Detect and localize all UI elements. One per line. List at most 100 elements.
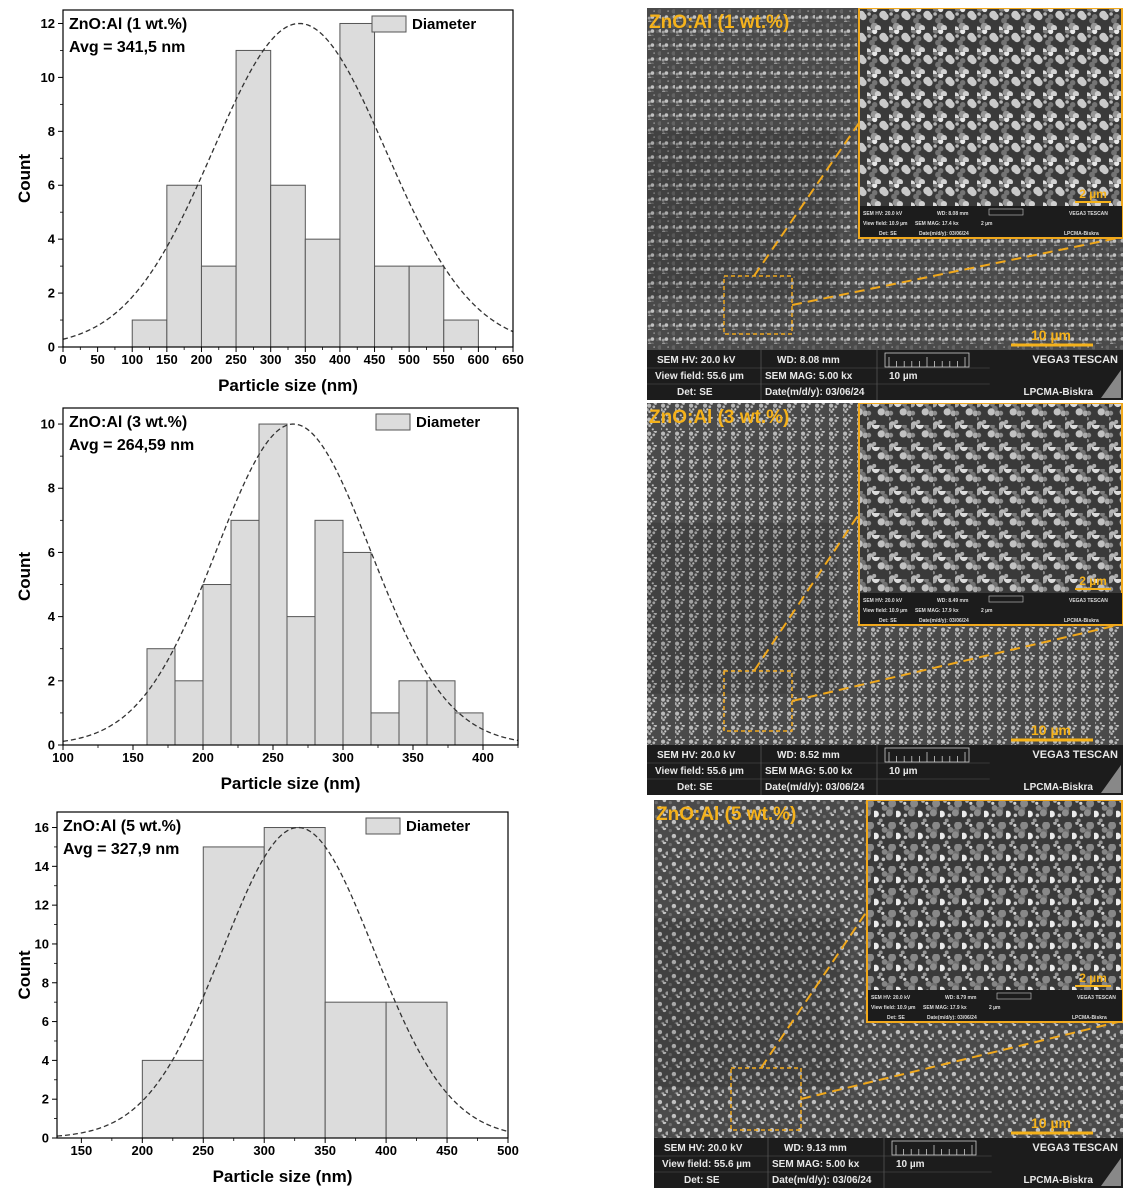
x-tick-label: 400 bbox=[472, 750, 494, 765]
sem-image-5wt: 2 µm SEM HV: 20.0 kV WD: 8.79 mm VEGA3 TESC… bbox=[654, 800, 1123, 1188]
inset-info-text: SEM HV: 20.0 kV bbox=[871, 995, 911, 1001]
x-tick-label: 0 bbox=[59, 352, 66, 367]
sample-annotation: Avg = 264,59 nm bbox=[69, 437, 194, 454]
inset-info-text: 2 µm bbox=[981, 608, 993, 614]
sem-sample-label: ZnO:Al (1 wt.%) bbox=[649, 12, 789, 33]
histogram-3wt: 100 150 200 250 300 350 400 0 2 4 6 8 10 Particle siz… bbox=[15, 407, 519, 793]
sem-info-text: View field: 55.6 µm bbox=[655, 766, 744, 777]
main-scale-label: 10 µm bbox=[1031, 1115, 1071, 1131]
y-tick-label: 10 bbox=[41, 70, 55, 85]
histogram-bar bbox=[374, 265, 410, 348]
x-tick-label: 100 bbox=[52, 750, 74, 765]
inset-info-text: 2 µm bbox=[989, 1005, 1001, 1011]
sample-annotation: Avg = 341,5 nm bbox=[69, 39, 185, 56]
histogram-bar bbox=[270, 184, 306, 348]
sem-inset-micrograph bbox=[859, 403, 1123, 593]
histogram-bar bbox=[314, 519, 344, 746]
x-tick-label: 350 bbox=[294, 352, 316, 367]
inset-scale-ruler bbox=[988, 595, 1024, 603]
x-tick-label: 150 bbox=[71, 1143, 93, 1158]
y-tick-label: 2 bbox=[48, 286, 55, 301]
sem-shade bbox=[647, 522, 838, 694]
legend-label: Diameter bbox=[416, 414, 480, 431]
main-scale-label: 10 µm bbox=[1031, 327, 1071, 343]
histogram-bar bbox=[342, 551, 372, 746]
sem-info-text: Det: SE bbox=[684, 1175, 720, 1186]
inset-info-text: Det: SE bbox=[887, 1015, 905, 1021]
y-tick-label: 6 bbox=[48, 178, 55, 193]
x-tick-label: 200 bbox=[131, 1143, 153, 1158]
inset-scale-label: 2 µm bbox=[1079, 971, 1107, 985]
sem-shade bbox=[654, 918, 842, 1088]
sem-info-text: SEM MAG: 5.00 kx bbox=[765, 371, 853, 382]
legend-swatch bbox=[371, 15, 407, 33]
inset-info-text: SEM HV: 20.0 kV bbox=[863, 598, 903, 604]
inset-info-text: VEGA3 TESCAN bbox=[1069, 211, 1108, 217]
sem-brand: VEGA3 TESCAN bbox=[1032, 749, 1118, 761]
inset-scale-label: 2 µm bbox=[1079, 574, 1107, 588]
sem-info-text: Det: SE bbox=[677, 387, 713, 398]
histogram-bar bbox=[385, 1001, 448, 1139]
inset-info-text: 2 µm bbox=[981, 221, 993, 227]
y-tick-label: 4 bbox=[48, 232, 56, 247]
y-tick-label: 14 bbox=[35, 859, 50, 874]
y-tick-label: 2 bbox=[42, 1092, 49, 1107]
tescan-logo-icon bbox=[1101, 1158, 1121, 1186]
y-tick-label: 8 bbox=[48, 124, 55, 139]
histogram-bar bbox=[202, 584, 232, 746]
tescan-logo-icon bbox=[1101, 370, 1121, 398]
histogram-bar bbox=[286, 616, 316, 746]
x-tick-label: 250 bbox=[192, 1143, 214, 1158]
y-tick-label: 10 bbox=[35, 936, 49, 951]
histogram-bar bbox=[304, 238, 341, 348]
inset-info-text: SEM HV: 20.0 kV bbox=[863, 211, 903, 217]
x-tick-label: 350 bbox=[314, 1143, 336, 1158]
sem-shade bbox=[647, 127, 838, 299]
histogram-bar bbox=[235, 49, 272, 348]
inset-info-text: WD: 8.79 mm bbox=[945, 995, 977, 1001]
inset-info-text: SEM MAG: 17.4 kx bbox=[915, 221, 959, 227]
histogram-bar bbox=[454, 712, 484, 746]
sem-info-text: WD: 8.08 mm bbox=[777, 355, 840, 366]
normal-fit-curve bbox=[62, 22, 514, 340]
normal-fit-curve bbox=[56, 826, 509, 1137]
histogram-bar bbox=[263, 827, 326, 1139]
histogram-bar bbox=[324, 1001, 387, 1139]
sem-info-text: WD: 8.52 mm bbox=[777, 750, 840, 761]
x-tick-label: 500 bbox=[497, 1143, 519, 1158]
inset-scale-ruler bbox=[996, 992, 1032, 1000]
inset-scale-ruler bbox=[988, 208, 1024, 216]
histogram-bar bbox=[370, 712, 400, 746]
histogram-bar bbox=[174, 680, 204, 746]
y-tick-label: 0 bbox=[42, 1131, 49, 1146]
plot-frame bbox=[62, 407, 519, 746]
x-tick-label: 400 bbox=[375, 1143, 397, 1158]
sem-sample-label: ZnO:Al (3 wt.%) bbox=[649, 407, 789, 428]
legend-label: Diameter bbox=[412, 16, 476, 33]
y-axis-label: Count bbox=[15, 552, 34, 601]
x-axis-label: Particle size (nm) bbox=[218, 376, 358, 395]
x-tick-label: 450 bbox=[364, 352, 386, 367]
sem-info-text: 10 µm bbox=[889, 766, 918, 777]
y-tick-label: 4 bbox=[48, 609, 56, 624]
x-tick-label: 600 bbox=[468, 352, 490, 367]
sem-info-text: SEM HV: 20.0 kV bbox=[657, 355, 736, 366]
histogram-bar bbox=[146, 648, 176, 746]
inset-info-text: Det: SE bbox=[879, 618, 897, 624]
y-axis-label: Count bbox=[15, 950, 34, 999]
y-tick-label: 12 bbox=[41, 16, 55, 31]
sem-info-text: Date(m/d/y): 03/06/24 bbox=[765, 782, 865, 793]
histogram-bar bbox=[443, 319, 479, 348]
y-tick-label: 4 bbox=[42, 1053, 50, 1068]
x-tick-label: 250 bbox=[225, 352, 247, 367]
inset-info-bar bbox=[860, 206, 1122, 237]
y-tick-label: 10 bbox=[41, 417, 55, 432]
inset-info-text: WD: 8.08 mm bbox=[937, 211, 969, 217]
tescan-logo-icon bbox=[1101, 765, 1121, 793]
histogram-bar bbox=[202, 846, 265, 1139]
sem-info-text: Date(m/d/y): 03/06/24 bbox=[772, 1175, 872, 1186]
x-tick-label: 250 bbox=[262, 750, 284, 765]
sem-info-text: 10 µm bbox=[896, 1159, 925, 1170]
y-tick-label: 16 bbox=[35, 820, 49, 835]
inset-info-text: LPCMA-Biskra bbox=[1064, 618, 1099, 624]
